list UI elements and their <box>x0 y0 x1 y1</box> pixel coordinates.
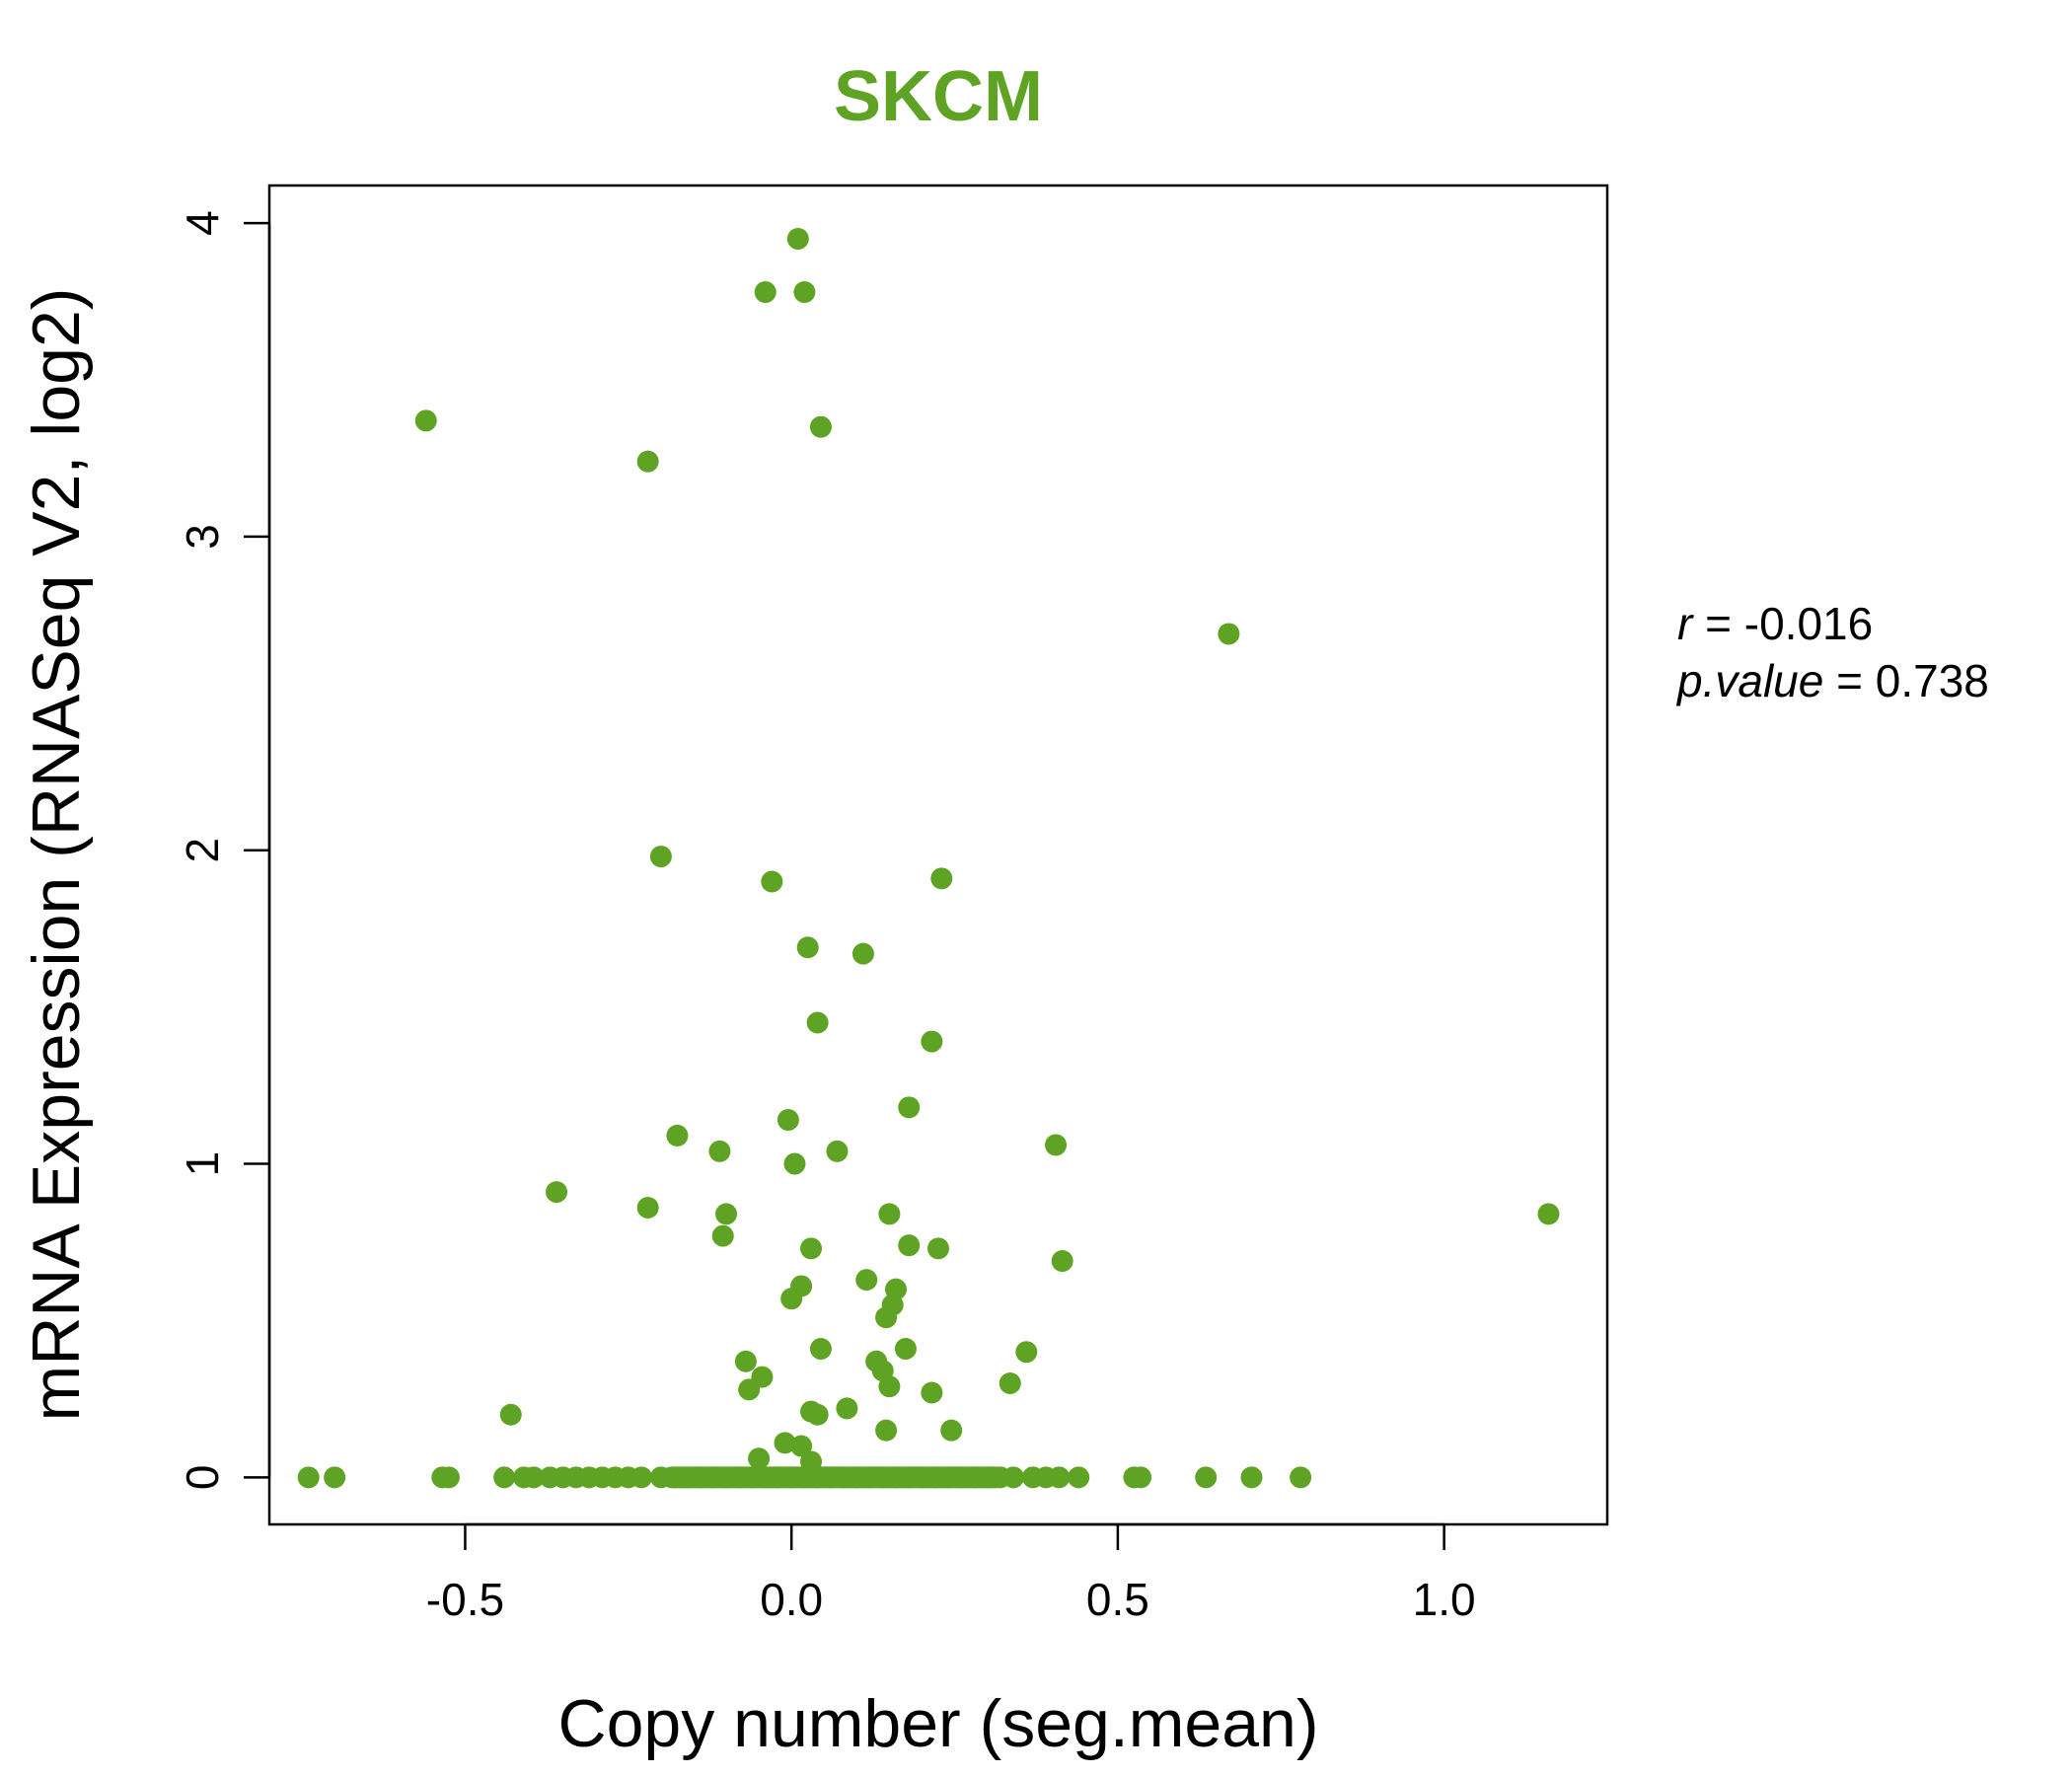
data-point-cluster <box>660 1466 1007 1489</box>
data-point <box>711 1224 734 1247</box>
data-point <box>630 1466 653 1489</box>
data-point <box>999 1371 1021 1394</box>
data-point <box>826 1140 849 1162</box>
data-point <box>777 1109 799 1132</box>
p-value: 0.738 <box>1876 655 1989 706</box>
data-point <box>793 281 816 304</box>
data-point <box>522 1466 545 1489</box>
data-point <box>1195 1466 1218 1489</box>
data-point <box>1051 1250 1073 1273</box>
data-points <box>297 228 1560 1489</box>
x-axis: -0.5 0.0 0.5 1.0 <box>426 1522 1476 1625</box>
data-point <box>1240 1466 1263 1489</box>
data-point <box>499 1403 522 1426</box>
data-point <box>806 1403 829 1426</box>
data-point <box>930 867 953 890</box>
data-point <box>940 1419 963 1442</box>
data-point <box>800 1237 823 1260</box>
data-point <box>927 1237 949 1260</box>
y-tick-label: 2 <box>177 838 228 863</box>
data-point <box>875 1419 898 1442</box>
r-value: -0.016 <box>1744 598 1873 649</box>
r-label: r <box>1677 598 1694 649</box>
data-point <box>1130 1466 1152 1489</box>
plot-frame <box>267 184 1609 1526</box>
data-point <box>921 1030 943 1053</box>
x-tick-label: 0.5 <box>1086 1574 1149 1625</box>
data-point <box>1002 1466 1025 1489</box>
data-point <box>783 1152 806 1175</box>
data-point <box>1048 1466 1071 1489</box>
data-point <box>748 1447 771 1470</box>
data-point <box>809 415 832 438</box>
data-point <box>774 1432 796 1454</box>
data-point <box>738 1378 761 1401</box>
data-point <box>636 1197 659 1220</box>
data-point <box>649 846 672 868</box>
data-point <box>836 1397 858 1420</box>
data-point <box>754 281 777 304</box>
data-point <box>708 1140 731 1162</box>
y-axis-label: mRNA Expression (RNASeq V2, log2) <box>19 288 94 1422</box>
data-point <box>1068 1466 1090 1489</box>
data-point <box>761 870 783 893</box>
data-point <box>898 1234 921 1257</box>
x-tick-label: 1.0 <box>1413 1574 1476 1625</box>
data-point <box>1290 1466 1312 1489</box>
data-point <box>806 1011 829 1034</box>
y-tick-label: 1 <box>177 1151 228 1177</box>
x-axis-label: Copy number (seg.mean) <box>557 1686 1318 1761</box>
y-tick-label: 0 <box>177 1465 228 1491</box>
x-tick-label: -0.5 <box>426 1574 504 1625</box>
r-stat: r = -0.016 <box>1677 598 1873 649</box>
data-point <box>851 942 874 965</box>
data-point <box>297 1466 320 1489</box>
y-axis: 0 1 2 3 4 <box>177 210 271 1491</box>
data-point <box>546 1181 568 1204</box>
chart-title: SKCM <box>834 57 1043 136</box>
data-point <box>715 1203 738 1225</box>
data-point <box>878 1375 901 1398</box>
y-tick-label: 3 <box>177 524 228 550</box>
data-point <box>666 1124 689 1147</box>
data-point <box>414 409 437 432</box>
data-point <box>1537 1203 1560 1225</box>
data-point <box>1218 623 1240 645</box>
data-point <box>734 1350 757 1372</box>
data-point <box>786 228 809 251</box>
data-point <box>898 1096 921 1119</box>
correlation-stats: r = -0.016 p.value = 0.738 <box>1675 598 1989 706</box>
data-point <box>324 1466 346 1489</box>
data-point <box>894 1338 917 1361</box>
x-tick-label: 0.0 <box>760 1574 823 1625</box>
p-label: p.value <box>1675 655 1823 706</box>
data-point <box>921 1381 943 1404</box>
data-point <box>493 1466 516 1489</box>
data-point <box>809 1338 832 1361</box>
data-point <box>780 1288 803 1310</box>
data-point <box>636 450 659 473</box>
data-point <box>796 936 819 959</box>
y-tick-label: 4 <box>177 210 228 236</box>
data-point <box>878 1203 901 1225</box>
data-point <box>437 1466 460 1489</box>
data-point <box>1045 1134 1068 1156</box>
data-point <box>790 1435 813 1457</box>
p-value-stat: p.value = 0.738 <box>1675 655 1989 706</box>
data-point <box>875 1306 898 1329</box>
data-point <box>855 1269 878 1292</box>
data-point <box>1015 1341 1038 1364</box>
